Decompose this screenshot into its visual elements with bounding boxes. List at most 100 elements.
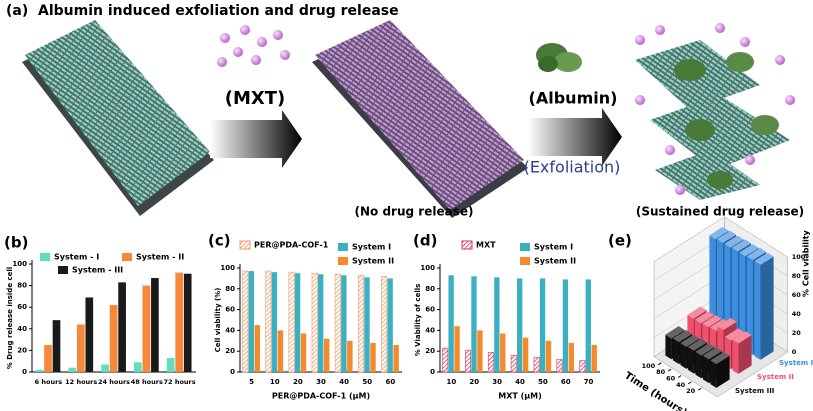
bar — [44, 345, 52, 372]
bar — [76, 324, 85, 372]
x-tick-label: 60 — [666, 375, 676, 383]
bar — [568, 342, 575, 372]
bar-side — [716, 355, 730, 388]
x-tick-label: 20 — [469, 378, 479, 386]
bar — [393, 344, 399, 372]
bar-top — [687, 306, 707, 319]
panel-label: (d) — [413, 232, 437, 250]
x-axis-label: PER@PDA-COF-1 (μM) — [272, 392, 370, 401]
x-tick-label: 20 — [686, 387, 696, 395]
bar — [695, 351, 702, 379]
y-tick-label: 40 — [425, 326, 435, 334]
bar-top — [716, 230, 737, 243]
y-tick-label: 20 — [17, 346, 27, 354]
x-tick-label: 6 hours — [35, 378, 63, 386]
legend-swatch — [40, 253, 50, 261]
bar — [500, 333, 506, 372]
panel-title: Albumin induced exfoliation and drug rel… — [38, 3, 399, 19]
bar — [317, 274, 324, 372]
tick-mark — [667, 368, 672, 372]
y-axis-label: Cell viability (%) — [214, 288, 222, 353]
x-tick-label: 80 — [656, 368, 666, 376]
y-axis-label: % Cell viability — [802, 229, 811, 297]
bar — [533, 357, 540, 373]
x-tick-label: 40 — [676, 381, 686, 389]
x-axis-label: MXT (μM) — [498, 392, 542, 401]
panel-label: (c) — [208, 232, 231, 250]
bar-top — [732, 331, 752, 344]
legend-label: MXT — [476, 241, 496, 250]
panel-label: (a) — [6, 3, 28, 19]
y-tick-label: 0 — [22, 368, 27, 376]
bar — [471, 276, 477, 372]
y-tick-label: 80 — [225, 285, 235, 293]
bar-top — [695, 343, 715, 356]
exfoliated-sheets — [635, 23, 795, 200]
bar — [387, 278, 393, 372]
x-tick-label: 10 — [270, 378, 280, 386]
bar — [545, 340, 552, 372]
bar-side — [760, 256, 774, 360]
x-tick-label: 100 — [642, 362, 656, 370]
tick-mark — [687, 381, 692, 385]
bar — [52, 320, 61, 372]
arrow-label: (Exfoliation) — [524, 158, 621, 177]
bar — [724, 243, 731, 341]
bar-top — [702, 315, 722, 328]
bar-top — [710, 351, 730, 365]
bar — [680, 343, 687, 369]
caption: (Sustained drug release) — [636, 205, 804, 219]
arrow-label: (Albumin) — [529, 89, 618, 108]
bar-top — [709, 318, 730, 332]
bar-top — [709, 226, 729, 240]
panel-label: (e) — [608, 232, 632, 250]
bar — [35, 369, 44, 372]
legend-label: System I — [534, 243, 573, 252]
bar-top — [694, 311, 715, 324]
bar — [591, 344, 597, 372]
x-tick-label: 12 hours — [65, 378, 97, 386]
y-tick-label: 80 — [425, 285, 435, 293]
bar — [271, 272, 278, 372]
x-tick-label: 30 — [492, 378, 502, 386]
bar-top — [680, 334, 700, 347]
bar — [254, 325, 260, 372]
y-tick-label: 60 — [425, 306, 435, 314]
legend-label: System I — [352, 243, 391, 252]
legend-label: System - III — [72, 266, 123, 275]
bar-top — [672, 329, 693, 343]
bar — [510, 355, 517, 373]
bar — [739, 252, 746, 351]
bar-top — [665, 326, 685, 339]
bar — [494, 277, 500, 372]
legend-swatch — [520, 243, 530, 251]
bar — [134, 362, 142, 372]
bar — [665, 334, 672, 360]
y-tick-label: 0 — [230, 368, 235, 376]
bar — [341, 275, 347, 372]
bar — [370, 342, 376, 372]
y-tick-label: 60 — [792, 291, 802, 299]
x-tick-label: 72 hours — [164, 378, 196, 386]
series-label: System II — [757, 373, 794, 381]
y-tick-label: 100 — [220, 264, 235, 272]
bar — [183, 273, 192, 372]
bar-top — [702, 347, 723, 360]
bar — [746, 256, 753, 356]
x-tick-label: 24 hours — [98, 378, 130, 386]
y-tick-label: 80 — [792, 272, 802, 280]
series-label: System I — [779, 359, 813, 367]
x-tick-label: 20 — [293, 378, 303, 386]
bar — [716, 239, 723, 337]
bar — [562, 279, 569, 372]
bar — [454, 326, 460, 372]
bar — [710, 360, 717, 388]
arrow — [528, 108, 622, 166]
legend-swatch — [338, 243, 348, 251]
bar — [166, 357, 175, 372]
bar — [687, 346, 694, 374]
y-tick-label: 40 — [17, 325, 27, 333]
bar — [324, 338, 330, 372]
y-tick-label: 100 — [12, 260, 27, 268]
